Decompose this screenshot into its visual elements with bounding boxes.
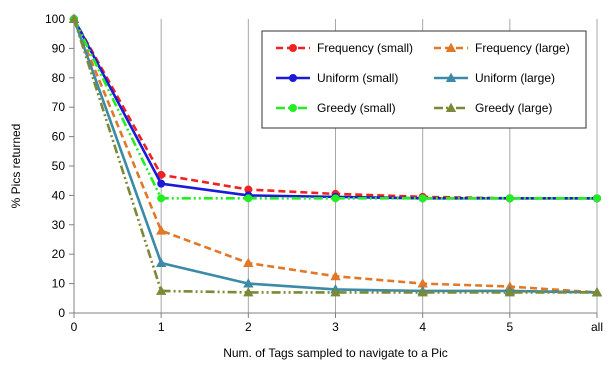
legend-item: Greedy (large) [434,101,552,115]
data-point [156,257,167,267]
data-point [445,42,457,52]
legend-item: Uniform (large) [434,71,555,85]
data-point [68,13,80,23]
data-point [591,287,603,297]
x-tick-label: 2 [245,320,252,334]
legend-label: Frequency (small) [317,41,413,55]
data-point [445,102,457,112]
y-tick-label: 0 [58,306,65,320]
x-tick-label: 3 [332,320,339,334]
x-tick-label: 4 [419,320,426,334]
data-point [330,287,341,297]
data-point [289,104,297,112]
x-tick-labels: 0 1 2 3 4 5 all [71,320,603,334]
data-point [243,287,254,297]
legend-box [261,30,587,129]
y-tick-label: 80 [52,71,66,85]
legend-item: Greedy (small) [276,101,396,115]
y-tick-label: 70 [52,100,66,114]
y-tick-labels: 0 10 20 30 40 50 60 70 80 90 100 [45,12,65,320]
data-point [417,287,428,297]
x-axis-label: Num. of Tags sampled to navigate to a Pi… [223,346,448,360]
x-tick-label: 0 [71,320,78,334]
data-point [418,194,427,203]
data-point [156,225,167,235]
axes [69,18,598,318]
legend-label: Uniform (large) [475,71,555,85]
data-point [243,257,254,267]
legend-item: Uniform (small) [276,71,398,85]
data-point [331,194,340,203]
data-point [505,194,514,203]
x-tick-label: 5 [506,320,513,334]
legend-item: Frequency (small) [276,41,413,55]
x-tick-label: all [591,320,603,334]
data-point [243,278,254,288]
data-point [156,285,167,295]
y-tick-label: 90 [52,41,66,55]
legend-label: Frequency (large) [475,41,570,55]
legend-label: Greedy (small) [317,101,396,115]
y-tick-label: 60 [52,130,66,144]
data-point [445,72,457,82]
y-tick-label: 40 [52,188,66,202]
x-tick-label: 1 [158,320,165,334]
y-axis-label: % Pics returned [9,124,23,209]
data-point [157,179,166,188]
data-point [157,194,166,203]
y-tick-label: 30 [52,218,66,232]
data-point [330,270,341,281]
y-tick-label: 20 [52,247,66,261]
data-point [289,44,297,52]
data-point [244,194,253,203]
data-point [504,287,515,297]
legend-item: Frequency (large) [434,41,570,55]
y-tick-label: 10 [52,277,66,291]
legend-label: Uniform (small) [317,71,398,85]
legend: Frequency (small) Frequency (large) Unifor… [261,30,587,129]
legend-label: Greedy (large) [475,101,552,115]
data-point [593,194,601,203]
series [68,13,603,297]
y-tick-label: 100 [45,12,65,26]
series-group [68,13,603,297]
y-tick-label: 50 [52,159,66,173]
data-point [289,74,297,82]
